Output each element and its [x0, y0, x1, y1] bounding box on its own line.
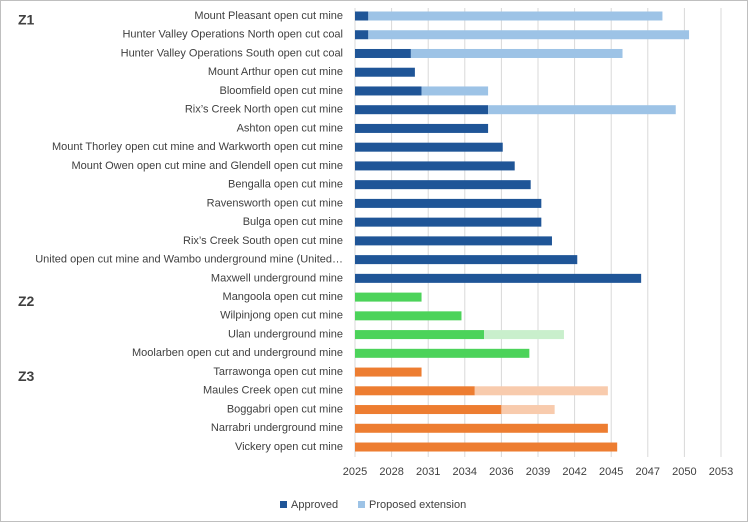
legend-label: Approved: [291, 499, 338, 511]
approved-bar: [355, 67, 415, 77]
y-tick-label: Bengalla open cut mine: [228, 179, 343, 191]
approved-bar: [355, 405, 502, 415]
group-label: Z1: [18, 12, 35, 28]
y-tick-label: Vickery open cut mine: [235, 441, 343, 453]
x-tick-label: 2025: [343, 466, 367, 478]
y-tick-label: Hunter Valley Operations South open cut …: [121, 47, 343, 59]
approved-bar: [355, 311, 462, 321]
y-tick-label: Mangoola open cut mine: [223, 291, 343, 303]
x-tick-label: 2042: [562, 466, 586, 478]
approved-bar: [355, 255, 578, 265]
approved-bar: [355, 142, 503, 152]
y-tick-label: Hunter Valley Operations North open cut …: [122, 29, 343, 41]
x-tick-label: 2050: [672, 466, 696, 478]
y-tick-label: Rix’s Creek South open cut mine: [183, 235, 343, 247]
legend-swatch: [280, 501, 287, 508]
y-tick-label: Narrabri underground mine: [211, 422, 343, 434]
approved-bar: [355, 30, 369, 40]
legend-swatch: [358, 501, 365, 508]
approved-bar: [355, 273, 642, 283]
approved-bar: [355, 236, 552, 246]
y-tick-label: Bulga open cut mine: [243, 216, 343, 228]
approved-bar: [355, 180, 531, 190]
x-tick-label: 2031: [416, 466, 440, 478]
group-label: Z3: [18, 368, 35, 384]
approved-bar: [355, 330, 485, 340]
y-tick-label: Mount Pleasant open cut mine: [194, 10, 343, 22]
approved-bar: [355, 442, 618, 452]
group-label: Z2: [18, 293, 35, 309]
extension-bar: [368, 30, 690, 40]
approved-bar: [355, 348, 530, 358]
y-tick-label: Wilpinjong open cut mine: [220, 310, 343, 322]
x-tick-label: 2028: [379, 466, 403, 478]
y-tick-label: Bloomfield open cut mine: [219, 85, 343, 97]
approved-bar: [355, 386, 475, 396]
legend-label: Proposed extension: [369, 499, 466, 511]
x-tick-label: 2036: [489, 466, 513, 478]
y-tick-label: Ulan underground mine: [228, 328, 343, 340]
approved-bar: [355, 217, 542, 227]
approved-bar: [355, 123, 489, 133]
y-tick-label: Tarrawonga open cut mine: [213, 366, 343, 378]
extension-bar: [421, 86, 489, 96]
y-tick-label: Mount Thorley open cut mine and Warkwort…: [52, 141, 343, 153]
extension-bar: [410, 48, 623, 58]
extension-bar: [368, 11, 663, 21]
extension-bar: [474, 386, 608, 396]
y-tick-label: Ashton open cut mine: [237, 122, 343, 134]
x-tick-label: 2053: [709, 466, 733, 478]
x-tick-label: 2047: [636, 466, 660, 478]
x-tick-label: 2034: [453, 466, 477, 478]
y-tick-label: Maxwell underground mine: [211, 272, 343, 284]
extension-bar: [501, 405, 555, 415]
approved-bar: [355, 48, 411, 58]
extension-bar: [484, 330, 564, 340]
y-tick-label: Rix’s Creek North open cut mine: [185, 104, 343, 116]
approved-bar: [355, 367, 422, 377]
x-tick-label: 2039: [526, 466, 550, 478]
y-tick-label: Ravensworth open cut mine: [207, 197, 343, 209]
approved-bar: [355, 161, 515, 171]
approved-bar: [355, 11, 369, 21]
y-tick-label: Mount Arthur open cut mine: [208, 66, 343, 78]
y-tick-label: United open cut mine and Wambo undergrou…: [35, 254, 343, 266]
x-tick-label: 2045: [599, 466, 623, 478]
approved-bar: [355, 105, 489, 115]
approved-bar: [355, 423, 608, 433]
y-tick-label: Moolarben open cut and underground mine: [132, 347, 343, 359]
approved-bar: [355, 292, 422, 302]
y-tick-label: Maules Creek open cut mine: [203, 385, 343, 397]
extension-bar: [488, 105, 676, 115]
approved-bar: [355, 198, 542, 208]
y-tick-label: Boggabri open cut mine: [227, 403, 343, 415]
y-tick-label: Mount Owen open cut mine and Glendell op…: [72, 160, 344, 172]
approved-bar: [355, 86, 422, 96]
